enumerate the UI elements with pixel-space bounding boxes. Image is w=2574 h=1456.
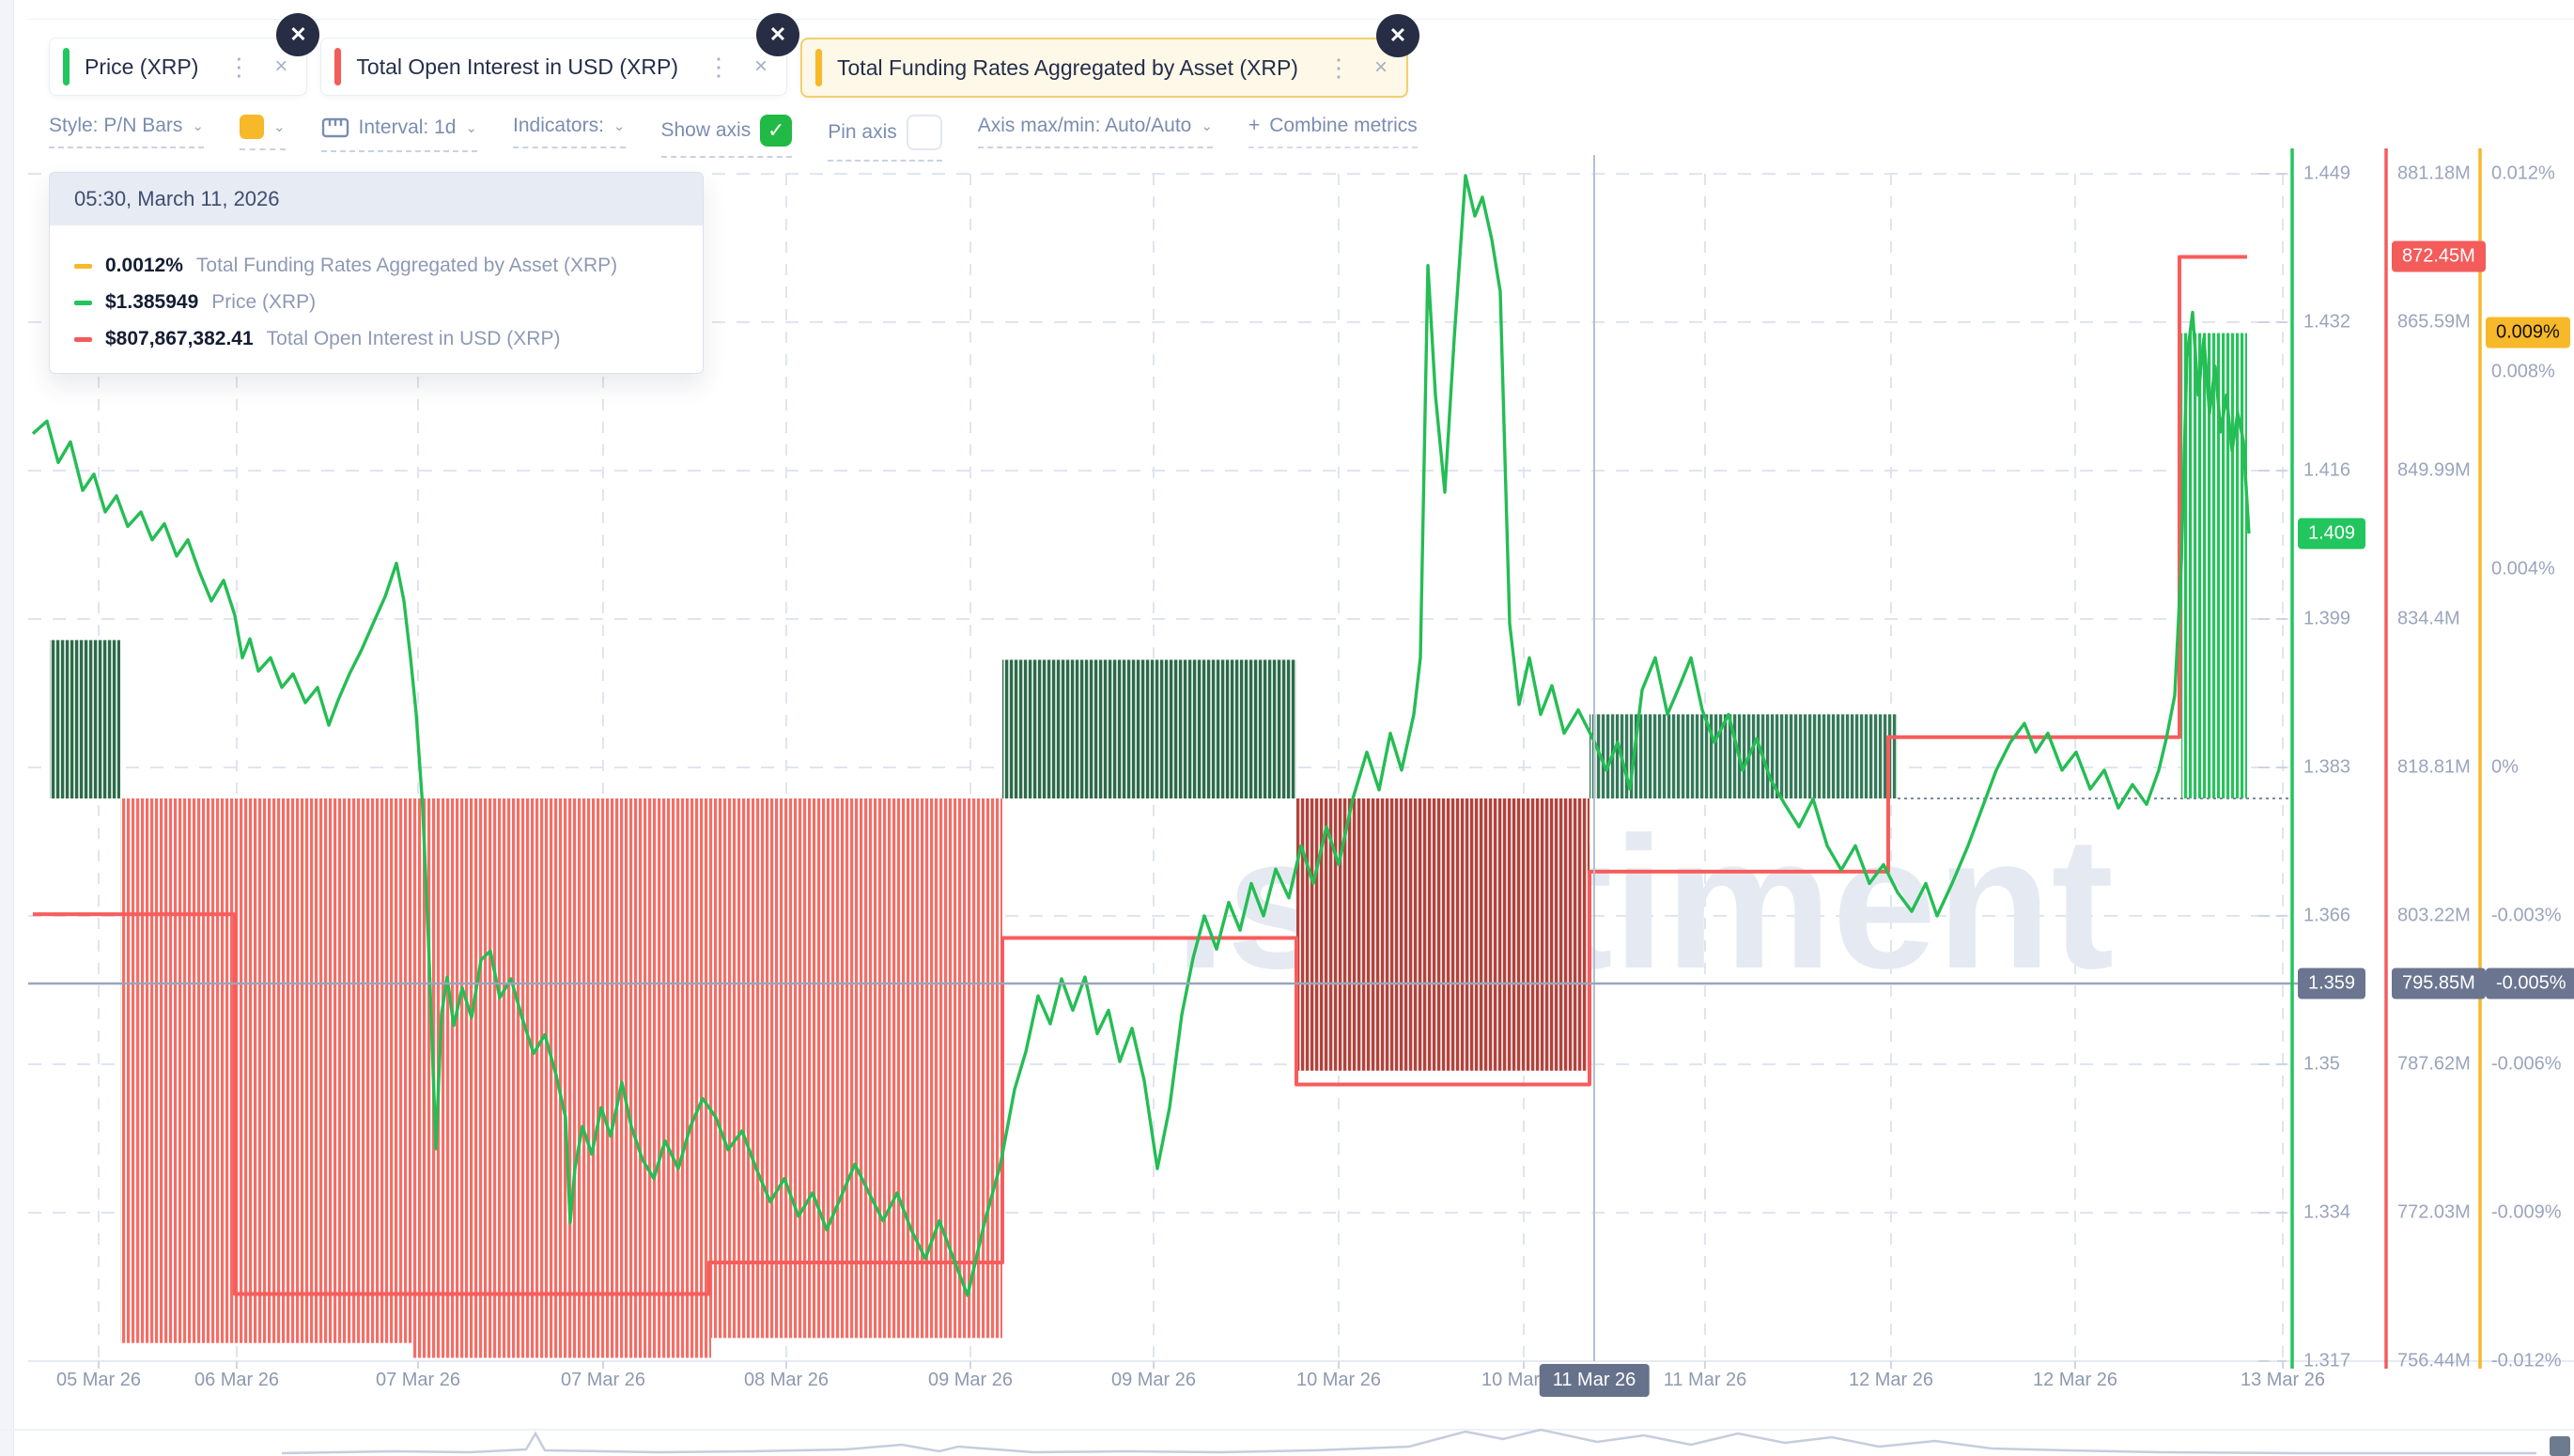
indicators-selector[interactable]: Indicators: ⌄	[513, 115, 626, 148]
chevron-down-icon: ⌄	[192, 118, 204, 134]
tooltip-value: 0.0012%	[105, 255, 183, 276]
tooltip-label: Price (XRP)	[211, 291, 317, 313]
chart-tooltip: 05:30, March 11, 2026 0.0012% Total Fund…	[49, 172, 704, 374]
price-series-dash	[74, 300, 92, 305]
metric-color-bar	[815, 49, 823, 86]
close-circle-button[interactable]: ✕	[1375, 14, 1419, 57]
kebab-menu-icon[interactable]: ⋮	[1326, 53, 1352, 82]
close-circle-button[interactable]: ✕	[756, 13, 800, 56]
funding-series-dash	[74, 263, 92, 269]
tooltip-value: $807,867,382.41	[105, 328, 254, 349]
axis-maxmin-label: Axis max/min: Auto/Auto	[977, 115, 1192, 136]
chevron-down-icon: ⌄	[1201, 118, 1213, 134]
kebab-menu-icon[interactable]: ⋮	[706, 52, 732, 81]
pin-axis-label: Pin axis	[828, 121, 897, 143]
tooltip-row-open-interest: $807,867,382.41 Total Open Interest in U…	[74, 328, 678, 350]
remove-metric-icon[interactable]: ×	[754, 54, 768, 79]
interval-label: Interval: 1d	[358, 116, 457, 138]
interval-selector[interactable]: Interval: 1d ⌄	[320, 115, 478, 152]
tab-label: Total Open Interest in USD (XRP)	[356, 54, 678, 79]
tooltip-row-price: $1.385949 Price (XRP)	[74, 291, 678, 314]
metric-color-bar	[63, 48, 70, 85]
axis-maxmin-selector[interactable]: Axis max/min: Auto/Auto ⌄	[977, 115, 1213, 148]
tooltip-row-funding: 0.0012% Total Funding Rates Aggregated b…	[74, 255, 678, 277]
remove-metric-icon[interactable]: ×	[274, 54, 288, 79]
left-rail	[0, 0, 14, 1456]
chart-toolbar: Style: P/N Bars ⌄ ⌄ Interval: 1d ⌄ Indic…	[49, 115, 1418, 162]
top-divider	[28, 19, 2574, 20]
indicators-label: Indicators:	[513, 115, 604, 136]
metric-color-bar	[334, 48, 342, 85]
tab-label: Total Funding Rates Aggregated by Asset …	[837, 54, 1298, 80]
interval-ruler-icon	[321, 117, 349, 138]
pin-axis-toggle[interactable]: Pin axis	[828, 115, 942, 162]
remove-metric-icon[interactable]: ×	[1373, 54, 1388, 80]
metric-tabs: Price (XRP) ⋮ × ✕ Total Open Interest in…	[49, 13, 1419, 98]
tooltip-label: Total Open Interest in USD (XRP)	[266, 328, 561, 349]
checkbox-checked-icon[interactable]: ✓	[760, 115, 793, 147]
tab-price[interactable]: Price (XRP) ⋮ × ✕	[49, 13, 320, 96]
style-selector[interactable]: Style: P/N Bars ⌄	[49, 115, 204, 148]
style-label: Style: P/N Bars	[49, 115, 183, 136]
plus-icon: +	[1248, 115, 1261, 136]
checkbox-unchecked-icon[interactable]	[906, 115, 942, 150]
kebab-menu-icon[interactable]: ⋮	[226, 52, 253, 81]
chevron-down-icon: ⌄	[465, 120, 478, 136]
tooltip-value: $1.385949	[105, 291, 199, 313]
color-swatch-selector[interactable]: ⌄	[239, 115, 286, 150]
tooltip-body: 0.0012% Total Funding Rates Aggregated b…	[50, 225, 703, 373]
chevron-down-icon: ⌄	[272, 119, 286, 135]
tab-open-interest[interactable]: Total Open Interest in USD (XRP) ⋮ × ✕	[320, 13, 800, 96]
close-circle-button[interactable]: ✕	[276, 13, 320, 56]
show-axis-label: Show axis	[660, 119, 752, 141]
tooltip-label: Total Funding Rates Aggregated by Asset …	[195, 255, 618, 276]
tooltip-timestamp: 05:30, March 11, 2026	[50, 173, 703, 225]
combine-metrics-button[interactable]: + Combine metrics	[1248, 115, 1418, 148]
tab-label: Price (XRP)	[85, 54, 199, 79]
oi-series-dash	[74, 336, 92, 342]
chevron-down-icon: ⌄	[612, 118, 626, 134]
tab-funding-rates[interactable]: Total Funding Rates Aggregated by Asset …	[800, 14, 1419, 98]
combine-metrics-label: Combine metrics	[1269, 115, 1418, 136]
metric-color-swatch[interactable]	[239, 115, 264, 139]
show-axis-toggle[interactable]: Show axis ✓	[660, 115, 793, 158]
